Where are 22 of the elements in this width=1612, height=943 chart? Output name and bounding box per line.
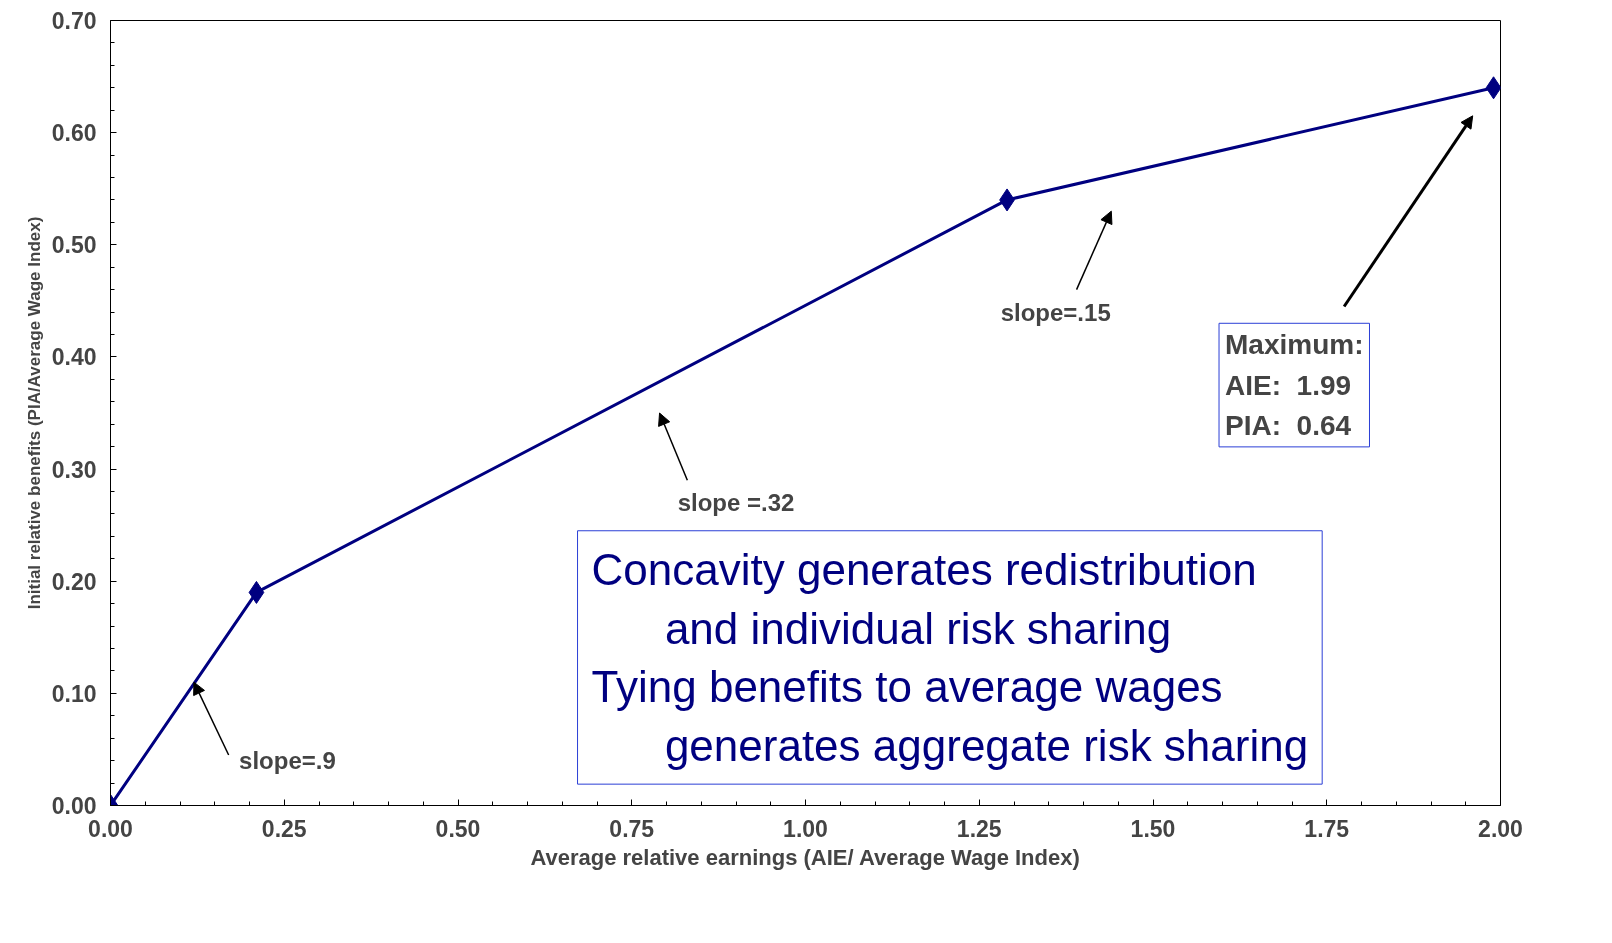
y-tick-label: 0.10 bbox=[51, 680, 97, 707]
y-tick-label: 0.50 bbox=[51, 232, 97, 259]
x-axis-title: Average relative earnings (AIE/ Average Wage Index) bbox=[530, 844, 1080, 870]
y-tick-label: 0.70 bbox=[51, 8, 97, 34]
x-tick-label: 0.25 bbox=[261, 815, 307, 842]
x-tick-label: 1.25 bbox=[956, 815, 1002, 842]
annotation: Concavity generates redistribution and individual risk sharing Tying benefits to average wages generates aggregate risk sharing bbox=[591, 544, 1309, 771]
x-tick-label: 1.75 bbox=[1304, 815, 1350, 842]
y-axis-title: Initial relative benefits (PIA/Average Wage Index) bbox=[24, 216, 44, 610]
annotation: Maximum: AIE: 1.99 PIA: 0.64 bbox=[1225, 329, 1364, 441]
y-tick-label: 0.30 bbox=[51, 456, 97, 483]
x-tick-label: 1.50 bbox=[1130, 815, 1176, 842]
annotation: slope=.9 bbox=[239, 747, 336, 775]
y-tick-label: 0.60 bbox=[51, 120, 97, 147]
x-tick-label: 2.00 bbox=[1478, 815, 1523, 842]
y-tick-label: 0.20 bbox=[51, 568, 97, 595]
y-tick-label: 0.40 bbox=[51, 344, 97, 371]
x-tick-label: 0.50 bbox=[435, 815, 481, 842]
annotation: slope=.15 bbox=[1000, 298, 1111, 326]
x-tick-label: 0.75 bbox=[609, 815, 655, 842]
annotation: slope =.32 bbox=[677, 489, 795, 517]
x-tick-label: 1.00 bbox=[783, 815, 828, 842]
